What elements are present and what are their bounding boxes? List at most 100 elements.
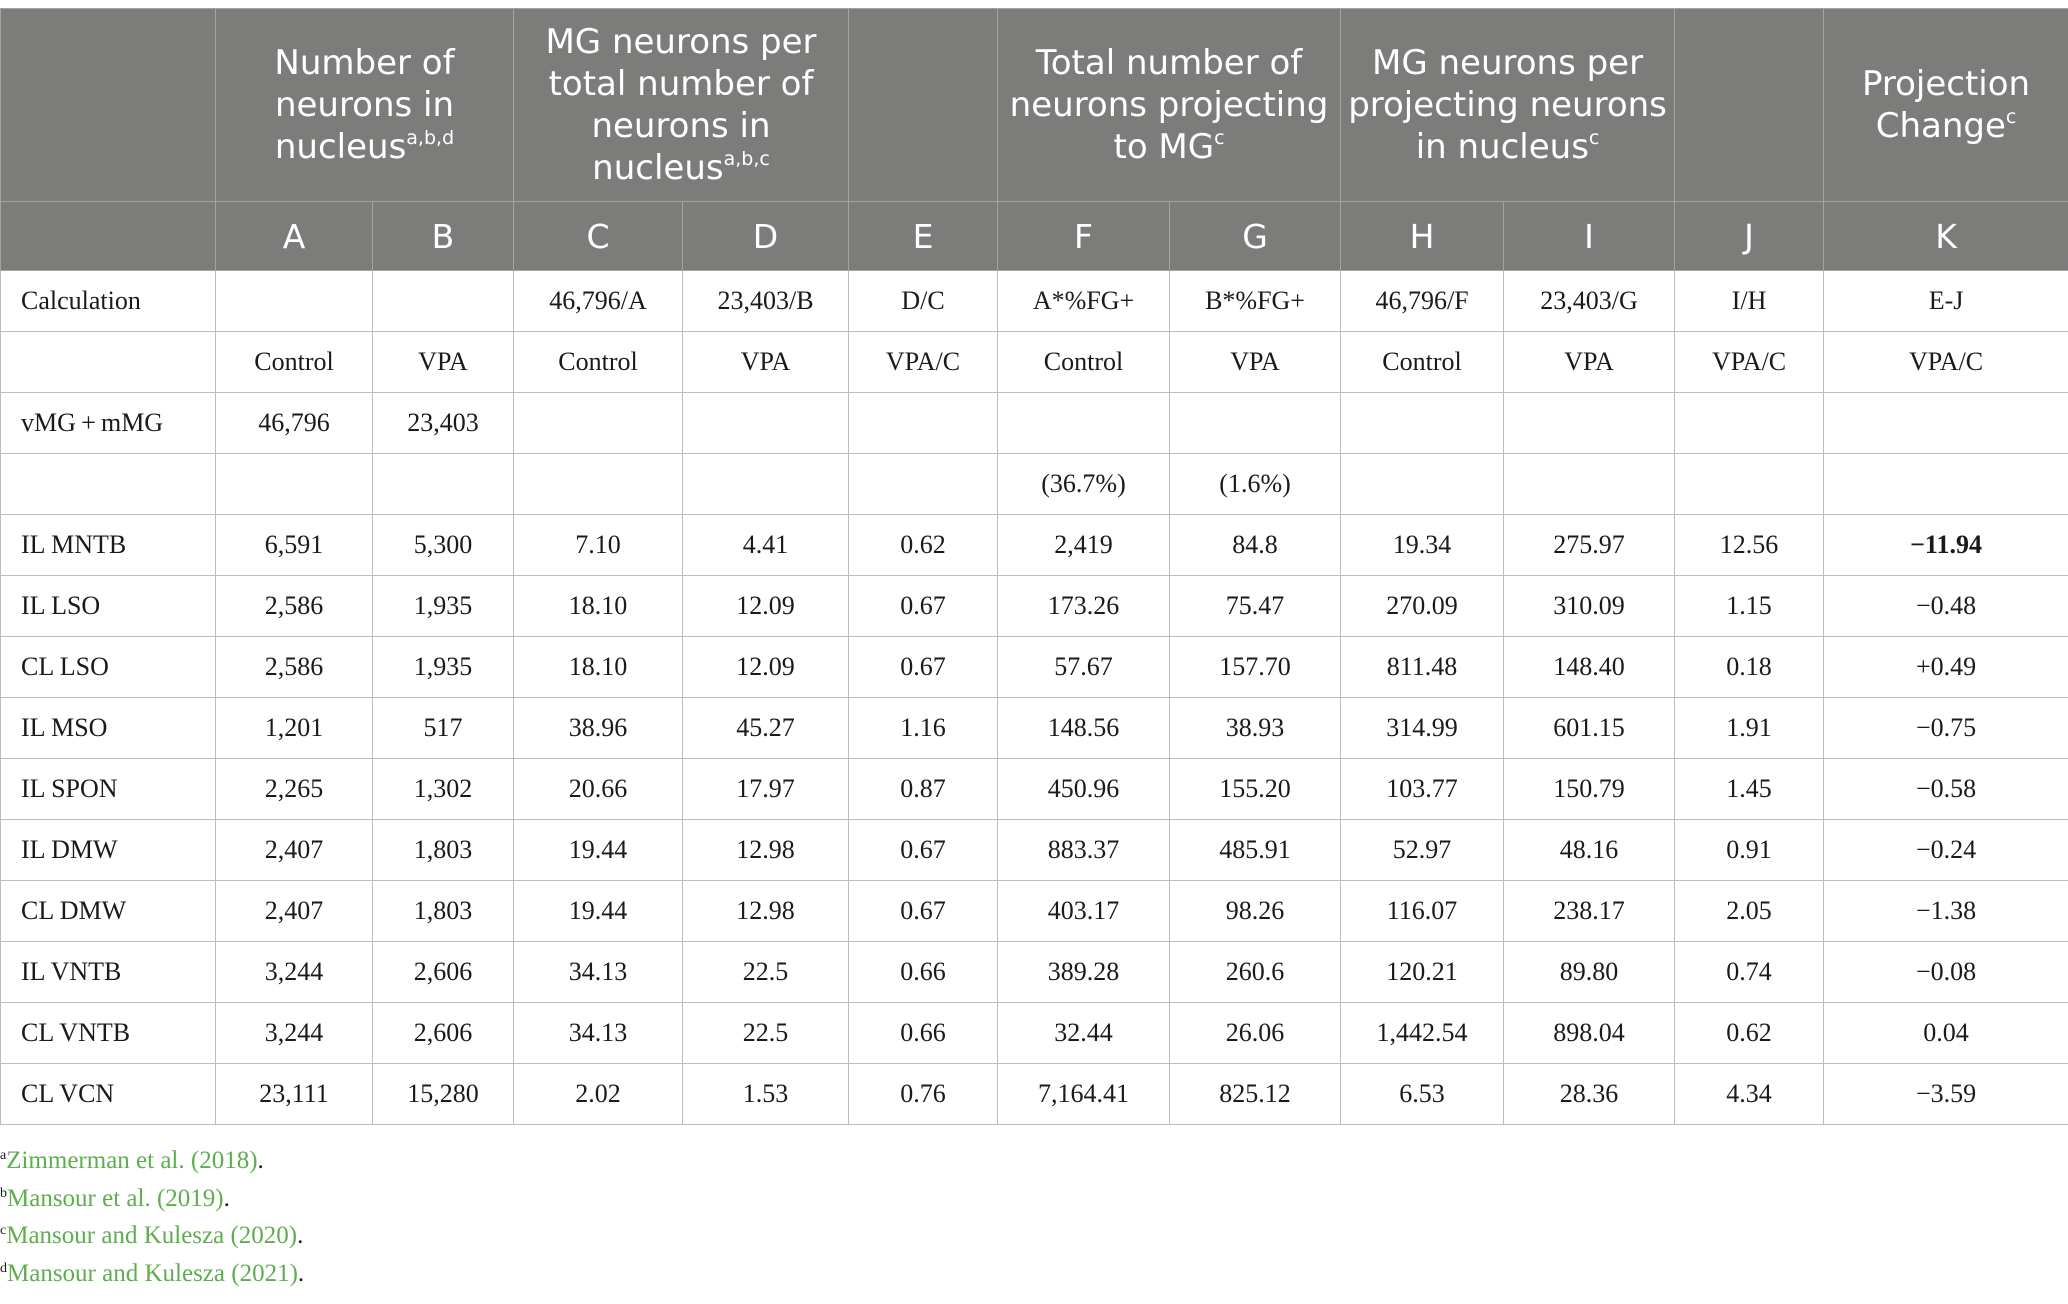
table-cell: 3,244 [215, 941, 373, 1003]
table-cell: −0.08 [1823, 941, 2068, 1003]
row-label-cell: CL DMW [0, 880, 216, 942]
table-cell: VPA/C [1823, 331, 2068, 393]
table-cell: 23,111 [215, 1063, 373, 1125]
table-cell: 12.09 [681, 636, 850, 698]
reference-link[interactable]: Zimmerman et al. (2018) [6, 1147, 258, 1174]
table-cell: −0.75 [1823, 697, 2068, 759]
table-cell: 46,796/F [1340, 270, 1505, 332]
table-cell: 34.13 [513, 1002, 683, 1064]
table-cell: 1.45 [1674, 758, 1825, 820]
table-cell: 0.66 [848, 941, 999, 1003]
table-cell: 20.66 [513, 758, 683, 820]
table-cell: 2,407 [215, 819, 373, 881]
table-cell: 12.98 [681, 819, 850, 881]
table-cell: 1.53 [681, 1063, 850, 1125]
table-cell: VPA/C [848, 331, 999, 393]
table-cell: VPA [681, 331, 850, 393]
table-cell [1503, 392, 1676, 454]
table-row: CL DMW 2,407 1,803 19.44 12.98 0.67 403.17 98.2… [0, 880, 2068, 942]
table-cell: 403.17 [997, 880, 1171, 942]
data-table: Number of neurons in nucleusa,b,d MG neu… [0, 8, 2068, 1125]
table-cell: 12.98 [681, 880, 850, 942]
table-cell: 17.97 [681, 758, 850, 820]
table-cell: 22.5 [681, 941, 850, 1003]
table-cell: I/H [1674, 270, 1825, 332]
table-cell: 23,403 [372, 392, 514, 454]
table-cell [513, 453, 683, 515]
table-cell: 0.62 [848, 514, 999, 576]
table-cell: 1,803 [372, 880, 514, 942]
row-label-cell: IL LSO [0, 575, 216, 637]
row-label-cell: IL VNTB [0, 941, 216, 1003]
table-cell: VPA [1503, 331, 1676, 393]
group-header-number-of-neurons: Number of neurons in nucleusa,b,d [215, 8, 514, 202]
table-cell: −0.24 [1823, 819, 2068, 881]
table-cell: VPA/C [1674, 331, 1825, 393]
table-cell: 260.6 [1169, 941, 1342, 1003]
row-label-cell: IL MNTB [0, 514, 216, 576]
group-header-row: Number of neurons in nucleusa,b,d MG neu… [0, 8, 2068, 202]
table-cell: 310.09 [1503, 575, 1676, 637]
table-cell: 0.67 [848, 575, 999, 637]
table-cell: 150.79 [1503, 758, 1676, 820]
table-cell: B*%FG+ [1169, 270, 1342, 332]
row-label-cell [0, 331, 216, 393]
table-cell: 238.17 [1503, 880, 1676, 942]
table-cell: 45.27 [681, 697, 850, 759]
table-cell: 0.87 [848, 758, 999, 820]
table-cell: 825.12 [1169, 1063, 1342, 1125]
table-cell: 0.67 [848, 819, 999, 881]
table-cell: E-J [1823, 270, 2068, 332]
column-letter: A [215, 201, 373, 271]
table-cell: 23,403/B [681, 270, 850, 332]
row-label-cell: CL VNTB [0, 1002, 216, 1064]
table-row: IL MSO 1,201 517 38.96 45.27 1.16 148.56 38.93 3… [0, 697, 2068, 759]
column-letter: F [997, 201, 1171, 271]
column-letter: C [513, 201, 683, 271]
table-row: IL MNTB 6,591 5,300 7.10 4.41 0.62 2,419 84.8 19… [0, 514, 2068, 576]
table-cell: 1,935 [372, 636, 514, 698]
reference-link[interactable]: Mansour and Kulesza (2021) [7, 1259, 298, 1287]
reference-link[interactable]: Mansour et al. (2019) [7, 1184, 224, 1212]
column-letter: H [1340, 201, 1505, 271]
table-cell: −3.59 [1823, 1063, 2068, 1125]
group-header-empty [1674, 8, 1825, 202]
table-cell: 0.91 [1674, 819, 1825, 881]
table-cell: 1.91 [1674, 697, 1825, 759]
table-cell: 2.05 [1674, 880, 1825, 942]
table-cell: 0.18 [1674, 636, 1825, 698]
table-cell: 18.10 [513, 575, 683, 637]
table-cell: 314.99 [1340, 697, 1505, 759]
table-cell: Control [997, 331, 1171, 393]
table-cell: 84.8 [1169, 514, 1342, 576]
table-cell: 57.67 [997, 636, 1171, 698]
table-cell [1340, 392, 1505, 454]
table-cell [372, 270, 514, 332]
group-header-mg-per-projecting: MG neurons per projecting neurons in nuc… [1340, 8, 1676, 202]
table-row: Calculation 46,796/A 23,403/B D/C A*%FG+ B*%F… [0, 270, 2068, 332]
table-cell: 2,265 [215, 758, 373, 820]
table-row: CL VNTB 3,244 2,606 34.13 22.5 0.66 32.44 26.06… [0, 1002, 2068, 1064]
reference-link[interactable]: Mansour and Kulesza (2020) [6, 1222, 298, 1249]
table-cell: 1.16 [848, 697, 999, 759]
table-cell: 1,201 [215, 697, 373, 759]
table-cell: 601.15 [1503, 697, 1676, 759]
column-letter: G [1169, 201, 1342, 271]
column-letter [0, 201, 216, 271]
table-cell: VPA [1169, 331, 1342, 393]
table-cell: 26.06 [1169, 1002, 1342, 1064]
table-cell [215, 453, 373, 515]
table-cell: 116.07 [1340, 880, 1505, 942]
table-cell [1823, 453, 2068, 515]
footnote: dMansour and Kulesza (2021). [0, 1259, 305, 1287]
column-letter: B [372, 201, 514, 271]
table-cell [681, 453, 850, 515]
table-cell: 1,935 [372, 575, 514, 637]
table-cell: 7,164.41 [997, 1063, 1171, 1125]
table-cell: 15,280 [372, 1063, 514, 1125]
table-cell: 2,407 [215, 880, 373, 942]
table-cell: 0.67 [848, 636, 999, 698]
table-cell: 48.16 [1503, 819, 1676, 881]
table-cell: 2,606 [372, 941, 514, 1003]
table-cell: 103.77 [1340, 758, 1505, 820]
